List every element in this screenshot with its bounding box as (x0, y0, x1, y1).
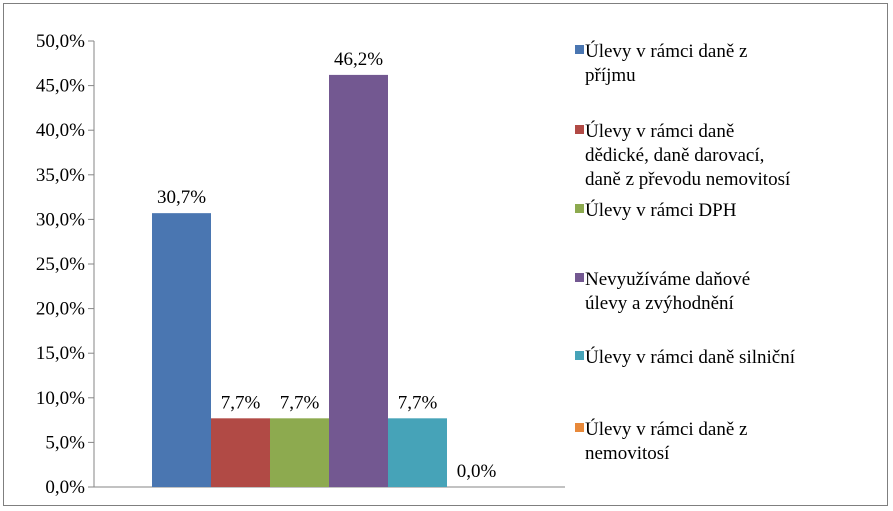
y-tick-label: 50,0% (36, 31, 85, 52)
legend-swatch (575, 204, 584, 213)
data-label: 0,0% (457, 461, 497, 482)
y-tick-label: 45,0% (36, 76, 85, 97)
data-label: 7,7% (280, 392, 320, 413)
y-tick-label: 10,0% (36, 388, 85, 409)
bars (152, 74, 447, 487)
legend-swatch (575, 273, 584, 282)
data-label: 46,2% (334, 49, 383, 70)
legend-label: dědické, daně darovací, (585, 145, 764, 166)
y-tick-labels: 0,0% 5,0% 10,0% 15,0% 20,0% 25,0% 30,0% 35,0% 40… (36, 31, 85, 498)
y-tick-label: 30,0% (36, 209, 85, 230)
data-labels: 30,7% 7,7% 7,7% 46,2% 7,7% 0,0% (157, 49, 497, 482)
y-tick-label: 25,0% (36, 254, 85, 275)
y-tick-label: 15,0% (36, 343, 85, 364)
data-label: 7,7% (221, 392, 261, 413)
legend-label: Úlevy v rámci DPH (585, 199, 737, 221)
legend-swatch (575, 423, 584, 432)
legend: Úlevy v rámci daně z příjmu Úlevy v rámci … (575, 40, 796, 464)
legend-label: úlevy a zvýhodnění (585, 293, 735, 314)
legend-label: nemovitosí (585, 443, 670, 464)
legend-swatch (575, 45, 584, 54)
legend-label: příjmu (585, 65, 636, 86)
legend-label: daně z převodu nemovitosí (585, 169, 791, 190)
legend-swatch (575, 351, 584, 360)
legend-label: Nevyužíváme daňové (585, 269, 750, 290)
legend-label: Úlevy v rámci daně z (585, 40, 747, 62)
legend-label: Úlevy v rámci daně silniční (585, 346, 796, 368)
y-tick-label: 0,0% (45, 477, 85, 498)
y-tick-label: 40,0% (36, 120, 85, 141)
bar (329, 74, 388, 487)
legend-label: Úlevy v rámci daně z (585, 418, 747, 440)
data-label: 7,7% (398, 392, 438, 413)
bar (388, 418, 447, 487)
bar (152, 213, 211, 487)
y-tick-label: 20,0% (36, 299, 85, 320)
y-tick-label: 5,0% (45, 432, 85, 453)
legend-label: Úlevy v rámci daně (585, 120, 734, 142)
data-label: 30,7% (157, 187, 206, 208)
legend-swatch (575, 125, 584, 134)
bar (211, 418, 270, 487)
y-tick-label: 35,0% (36, 165, 85, 186)
bar (270, 418, 329, 487)
